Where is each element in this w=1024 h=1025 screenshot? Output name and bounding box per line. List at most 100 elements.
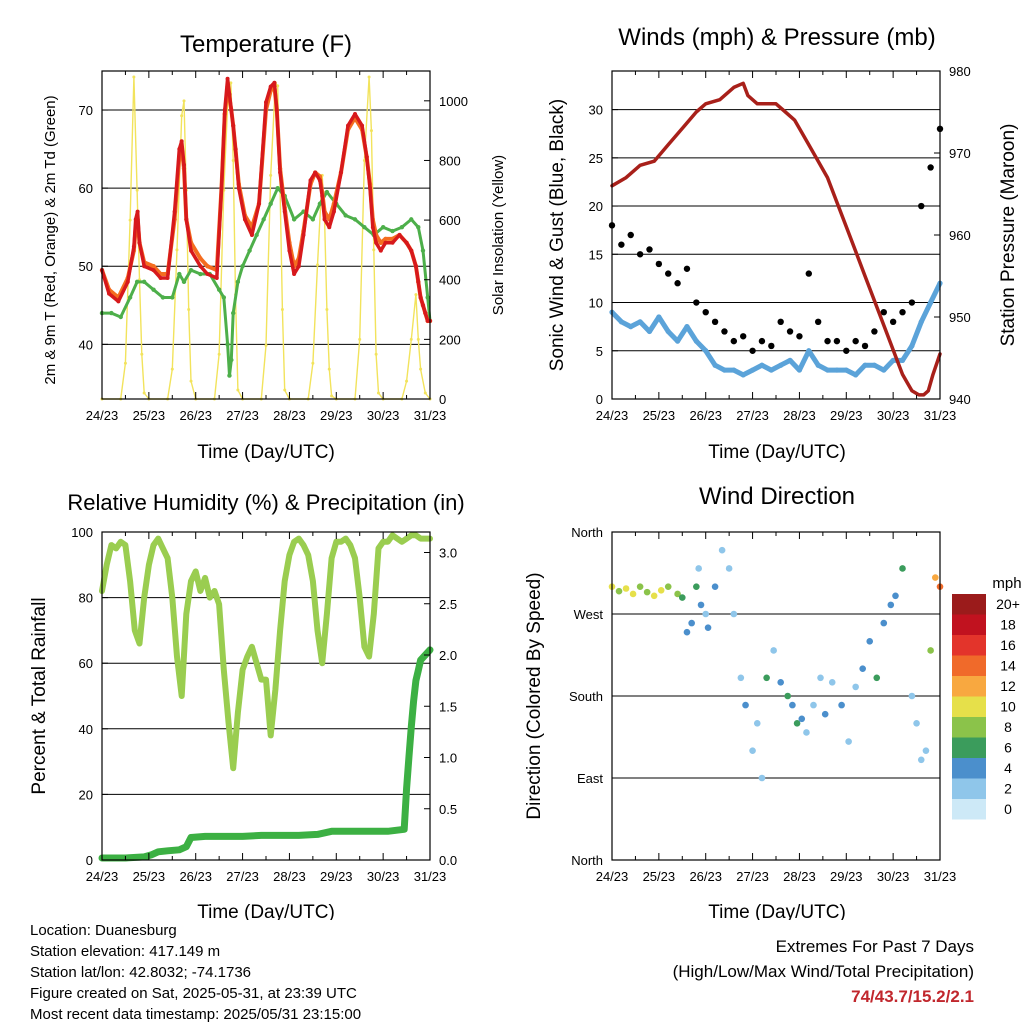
colorbar-swatch (952, 676, 986, 697)
temp-2m-point (274, 108, 279, 113)
dewpoint-point (127, 295, 133, 300)
solar-insolation-point (180, 114, 184, 118)
humidity-x-label: Time (Day/UTC) (197, 902, 335, 920)
gust-point (814, 318, 822, 326)
temp-9m-point (383, 236, 388, 242)
solar-insolation-point (414, 293, 418, 297)
wind-direction-point (718, 546, 726, 554)
temp-2m-point (214, 275, 219, 280)
temp-2m-point (353, 111, 358, 116)
winds-y-tick-label: 10 (589, 296, 603, 311)
solar-insolation-point (416, 337, 420, 341)
wind-direction-point (730, 610, 738, 618)
solar-insolation-point (280, 308, 284, 312)
winds-y-tick-label: 15 (589, 247, 603, 262)
wind-direction-point (859, 665, 866, 672)
wind-direction-point (615, 587, 623, 595)
wind-direction-point (866, 638, 874, 645)
sonic-wind-point (712, 362, 718, 368)
temp-2m-point (179, 139, 184, 144)
extremes-values: 74/43.7/15.2/2.1 (851, 987, 974, 1006)
gust-point (889, 318, 897, 326)
sonic-wind-point (665, 328, 671, 335)
humidity-y-tick-label: 40 (79, 722, 93, 737)
sonic-wind-point (721, 367, 728, 373)
temp-2m-point (282, 209, 287, 214)
winds-x-tick-label: 31/23 (924, 408, 957, 423)
colorbar-label: 0 (1004, 801, 1012, 817)
temp-2m-point (158, 275, 163, 280)
temp-2m-point (133, 217, 138, 222)
dewpoint-point (268, 201, 273, 206)
gust-point (880, 308, 887, 316)
colorbar-label: 18 (1000, 617, 1016, 633)
wind-direction-point (742, 701, 749, 709)
direction-title: Wind Direction (699, 483, 855, 510)
gust-point (833, 337, 841, 345)
temperature-x-tick-label: 25/23 (133, 408, 166, 423)
temperature-y2-tick-label: 200 (439, 332, 461, 347)
winds-y-tick-label: 0 (596, 392, 603, 407)
wind-direction-point (622, 585, 630, 592)
temperature-x-tick-label: 31/23 (414, 408, 447, 423)
solar-insolation-point (170, 367, 174, 371)
humidity-y-tick-label: 20 (79, 787, 93, 802)
wind-direction-point (697, 601, 705, 609)
wind-direction-point (695, 565, 702, 572)
gust-point (758, 337, 766, 345)
dewpoint-point (240, 264, 245, 269)
sonic-wind-point (853, 372, 859, 378)
speed-colorbar: mph 20+ 18 16 14 12 10 8 6 4 2 0 (952, 575, 1022, 820)
gust-point (749, 347, 756, 354)
humidity-y-tick-label: 60 (79, 656, 93, 671)
wind-direction-point (704, 624, 712, 631)
extremes-subtitle: (High/Low/Max Wind/Total Precipitation) (672, 962, 974, 981)
colorbar-label: 20+ (996, 596, 1020, 612)
gust-point (777, 318, 784, 326)
wind-direction-point (803, 729, 810, 736)
winds-y2-tick-label: 970 (949, 146, 971, 161)
temperature-x-label: Time (Day/UTC) (197, 442, 335, 463)
solar-insolation-point (217, 352, 221, 356)
wind-direction-point (798, 715, 806, 723)
winds-panel: 24/23 25/23 26/23 27/23 28/23 29/23 30/23 31/23… (547, 24, 1019, 463)
temperature-y-tick-label: 60 (79, 181, 93, 196)
wind-direction-point (899, 565, 906, 572)
temp-2m-point (249, 233, 254, 237)
temperature-y2-tick-label: 800 (439, 153, 461, 168)
gust-point (927, 164, 934, 171)
temp-2m-point (227, 92, 232, 97)
temp-2m-point (404, 240, 409, 245)
wind-direction-point (784, 692, 792, 700)
recent-timestamp: Most recent data timestamp: 2025/05/31 2… (30, 1006, 362, 1023)
relative-humidity-line (99, 532, 433, 772)
humidity-y2-tick-label: 2.0 (439, 648, 457, 663)
wind-direction-point (927, 647, 934, 654)
temp-2m-point (229, 108, 234, 113)
colorbar-swatch (952, 737, 986, 758)
sonic-wind-point (796, 367, 803, 373)
temp-2m-point (346, 123, 350, 128)
temp-2m-point (287, 248, 292, 253)
temp-2m-point (378, 248, 383, 253)
colorbar-swatch (952, 635, 986, 656)
solar-insolation-point (376, 391, 380, 395)
humidity-y2-tick-label: 2.5 (439, 597, 457, 612)
temperature-y2-label: Solar Insolation (Yellow) (490, 155, 507, 315)
sonic-wind-point (881, 367, 887, 373)
station-info: Location: Duanesburg Station elevation: … (30, 920, 361, 1025)
wind-direction-point (683, 628, 691, 636)
humidity-x-tick-label: 27/23 (226, 869, 259, 884)
gust-point (693, 299, 700, 306)
temp-2m-point (409, 248, 414, 253)
sonic-wind-point (684, 324, 690, 330)
wind-direction-point (674, 590, 681, 598)
dewpoint-point (170, 295, 175, 300)
direction-y-tick-label: East (577, 771, 603, 786)
solar-insolation-point (369, 129, 373, 133)
wind-direction-point (763, 674, 770, 682)
temp-2m-point (317, 178, 322, 183)
direction-x-tick-label: 29/23 (830, 869, 863, 884)
humidity-x-tick-label: 26/23 (179, 869, 212, 884)
temp-2m-point (418, 295, 423, 300)
